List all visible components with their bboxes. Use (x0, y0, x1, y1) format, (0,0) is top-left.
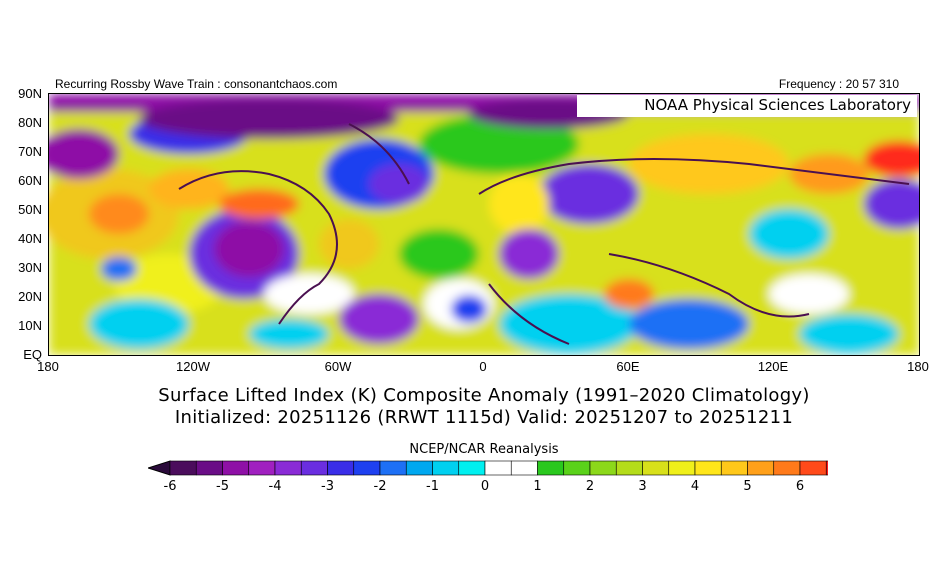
lon-label: 120W (176, 359, 210, 374)
lat-label: 30N (18, 260, 42, 275)
colorbar-swatch (825, 460, 828, 476)
colorbar-swatch (248, 460, 276, 476)
colorbar-label: 4 (690, 479, 700, 494)
colorbar-label: 2 (585, 479, 595, 494)
colorbar-swatch (300, 460, 328, 476)
colorbar-swatch (615, 460, 643, 476)
lat-label: 90N (18, 86, 42, 101)
colorbar-swatch (537, 460, 565, 476)
plot-title: Surface Lifted Index (K) Composite Anoma… (158, 385, 810, 406)
colorbar-swatch (642, 460, 670, 476)
colorbar-label: 0 (480, 479, 490, 494)
lat-label: 50N (18, 202, 42, 217)
colorbar-min-arrow (148, 460, 171, 476)
colorbar-swatch (327, 460, 355, 476)
colorbar-swatch (405, 460, 433, 476)
colorbar-swatch (747, 460, 775, 476)
product-credit: Recurring Rossby Wave Train : consonantc… (55, 77, 338, 91)
lon-label: 120E (757, 359, 789, 374)
colorbar-swatch (458, 460, 486, 476)
data-source: NCEP/NCAR Reanalysis (409, 442, 559, 457)
anomaly-map (48, 93, 920, 356)
colorbar-swatch (668, 460, 696, 476)
colorbar-swatch (720, 460, 748, 476)
colorbar-label: 1 (533, 479, 542, 494)
colorbar-swatch (510, 460, 538, 476)
colorbar (148, 460, 828, 476)
lon-label: 0 (479, 359, 487, 374)
lat-label: 80N (18, 115, 42, 130)
colorbar-swatch (694, 460, 722, 476)
colorbar-label: -1 (426, 479, 439, 494)
colorbar-label: 5 (743, 479, 752, 494)
colorbar-swatch (379, 460, 407, 476)
colorbar-swatch (169, 460, 197, 476)
colorbar-swatch (353, 460, 381, 476)
colorbar-swatch (773, 460, 801, 476)
lat-label: 40N (18, 231, 42, 246)
colorbar-label: -4 (268, 479, 282, 494)
plot-subtitle: Initialized: 20251126 (RRWT 1115d) Valid… (174, 407, 794, 428)
lat-label: 60N (18, 173, 42, 188)
lon-label: 60E (616, 359, 640, 374)
colorbar-label: -5 (216, 479, 229, 494)
colorbar-swatch (195, 460, 223, 476)
colorbar-label: 6 (795, 479, 805, 494)
colorbar-swatch (274, 460, 302, 476)
colorbar-label: -2 (373, 479, 387, 494)
colorbar-swatch (484, 460, 512, 476)
colorbar-swatch (432, 460, 460, 476)
frequency-label: Frequency : 20 57 310 (778, 77, 899, 91)
lon-label: 60W (324, 359, 352, 374)
lat-label: 70N (18, 144, 42, 159)
colorbar-swatch (563, 460, 591, 476)
lon-label: 180 (37, 359, 59, 374)
lat-label: EQ (23, 347, 42, 362)
colorbar-label: 3 (638, 479, 647, 494)
lat-label: 20N (18, 289, 42, 304)
colorbar-swatch (222, 460, 250, 476)
colorbar-label: -3 (321, 479, 334, 494)
colorbar-swatch (589, 460, 617, 476)
lat-label: 10N (18, 318, 42, 333)
lon-label: 180 (907, 359, 929, 374)
colorbar-swatch (799, 460, 827, 476)
colorbar-label: -6 (163, 479, 177, 494)
lab-credit: NOAA Physical Sciences Laboratory (577, 95, 917, 117)
coastlines (178, 123, 910, 345)
